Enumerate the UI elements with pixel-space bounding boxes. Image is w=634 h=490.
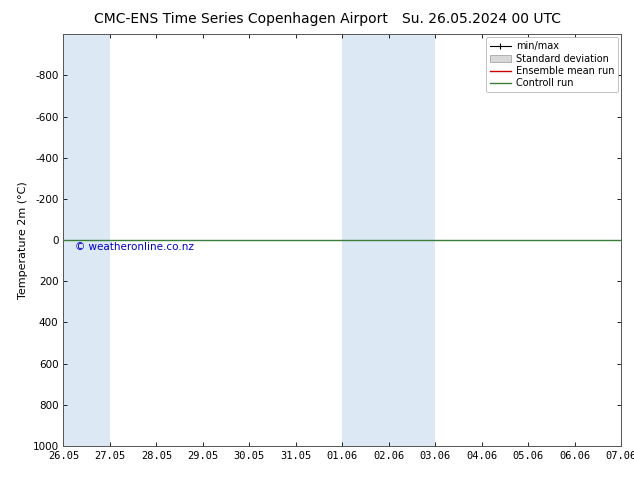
Legend: min/max, Standard deviation, Ensemble mean run, Controll run: min/max, Standard deviation, Ensemble me… xyxy=(486,37,618,92)
Text: CMC-ENS Time Series Copenhagen Airport: CMC-ENS Time Series Copenhagen Airport xyxy=(94,12,388,26)
Y-axis label: Temperature 2m (°C): Temperature 2m (°C) xyxy=(18,181,29,299)
Text: Su. 26.05.2024 00 UTC: Su. 26.05.2024 00 UTC xyxy=(403,12,561,26)
Bar xyxy=(342,34,436,446)
Bar xyxy=(63,34,110,446)
Text: © weatheronline.co.nz: © weatheronline.co.nz xyxy=(75,242,193,252)
